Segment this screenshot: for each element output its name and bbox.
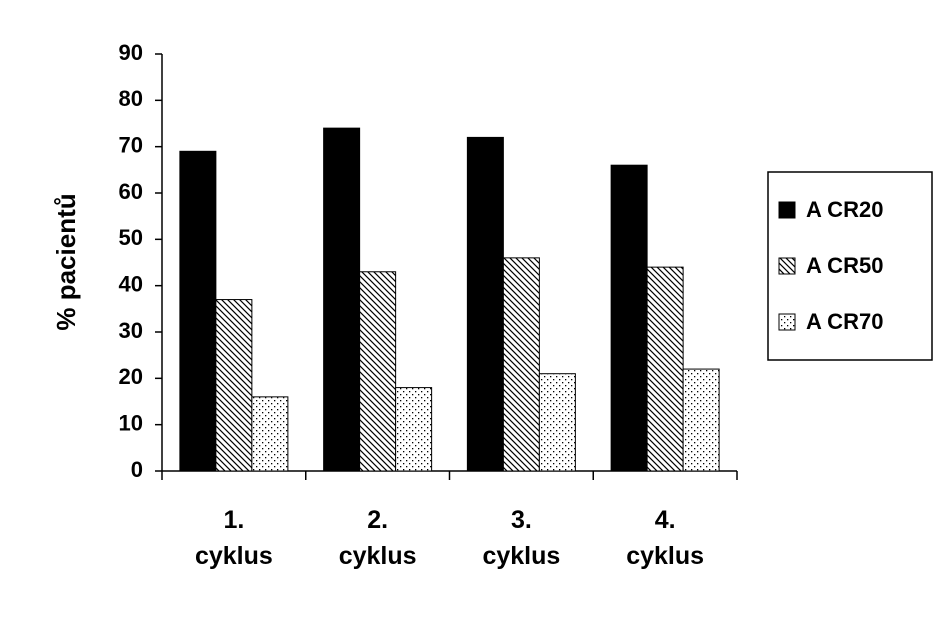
y-tick-label: 20: [119, 364, 143, 389]
bar: [179, 150, 217, 472]
bar: [466, 136, 504, 472]
x-tick-label: 2. cyklus: [338, 506, 417, 570]
legend-swatch: [778, 257, 796, 275]
y-tick-label: 40: [119, 271, 143, 296]
y-tick-label: 30: [119, 318, 143, 343]
bar: [359, 271, 397, 472]
legend-label: A CR20: [806, 197, 883, 222]
x-tick-label: 4. cyklus: [626, 506, 705, 570]
bar: [610, 164, 648, 472]
bar: [502, 257, 540, 472]
y-tick-label: 80: [119, 86, 143, 111]
bar: [395, 387, 433, 472]
y-axis-label: % pacientů: [51, 193, 81, 330]
x-tick-label: 3. cyklus: [482, 506, 561, 570]
bar: [251, 396, 289, 472]
x-tick-label: 1. cyklus: [194, 506, 273, 570]
y-tick-label: 90: [119, 40, 143, 65]
bar: [323, 127, 361, 472]
legend-swatch: [778, 201, 796, 219]
legend-label: A CR70: [806, 309, 883, 334]
bar: [646, 266, 684, 472]
y-tick-label: 10: [119, 410, 143, 435]
legend-swatch: [778, 313, 796, 331]
legend-label: A CR50: [806, 253, 883, 278]
y-tick-label: 70: [119, 132, 143, 157]
bar: [538, 373, 576, 472]
bar: [215, 299, 253, 472]
y-tick-label: 60: [119, 179, 143, 204]
y-tick-label: 50: [119, 225, 143, 250]
bar: [682, 368, 720, 472]
y-tick-label: 0: [131, 457, 143, 482]
